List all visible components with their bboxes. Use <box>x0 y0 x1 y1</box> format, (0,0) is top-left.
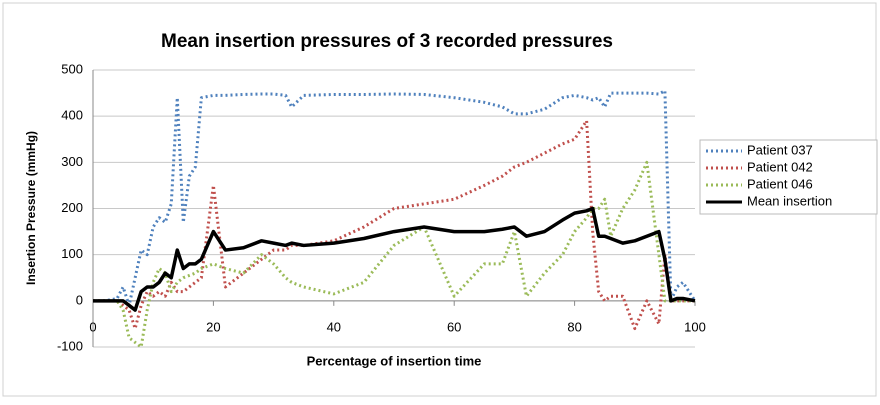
y-tick-label: 200 <box>61 200 83 215</box>
x-tick-label: 40 <box>327 319 341 334</box>
y-tick-label: 100 <box>61 246 83 261</box>
y-tick-label: 300 <box>61 154 83 169</box>
series-line <box>93 206 696 312</box>
legend-label: Mean insertion <box>747 193 832 208</box>
legend-label: Patient 037 <box>747 142 813 157</box>
y-axis-label: Insertion Pressure (mmHg) <box>24 131 38 285</box>
y-tick-label: 500 <box>61 61 83 76</box>
x-tick-label: 0 <box>89 319 96 334</box>
chart-title: Mean insertion pressures of 3 recorded p… <box>161 31 613 52</box>
x-tick-label: 20 <box>206 319 220 334</box>
series-line <box>93 160 695 349</box>
x-tick-label: 80 <box>567 319 581 334</box>
x-tick-label: 60 <box>447 319 461 334</box>
legend-label: Patient 042 <box>747 159 813 174</box>
y-tick-label: -100 <box>57 338 83 353</box>
series-line <box>93 89 697 307</box>
y-tick-label: 400 <box>61 108 83 123</box>
x-axis-label: Percentage of insertion time <box>307 353 482 368</box>
y-tick-label: 0 <box>76 292 83 307</box>
legend-label: Patient 046 <box>747 176 813 191</box>
x-tick-label: 100 <box>684 319 706 334</box>
